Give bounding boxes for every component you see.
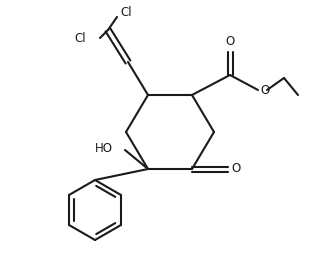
Text: O: O [260, 84, 269, 97]
Text: Cl: Cl [120, 6, 132, 19]
Text: O: O [225, 35, 235, 48]
Text: O: O [231, 163, 240, 176]
Text: Cl: Cl [74, 31, 86, 44]
Text: HO: HO [95, 141, 113, 154]
